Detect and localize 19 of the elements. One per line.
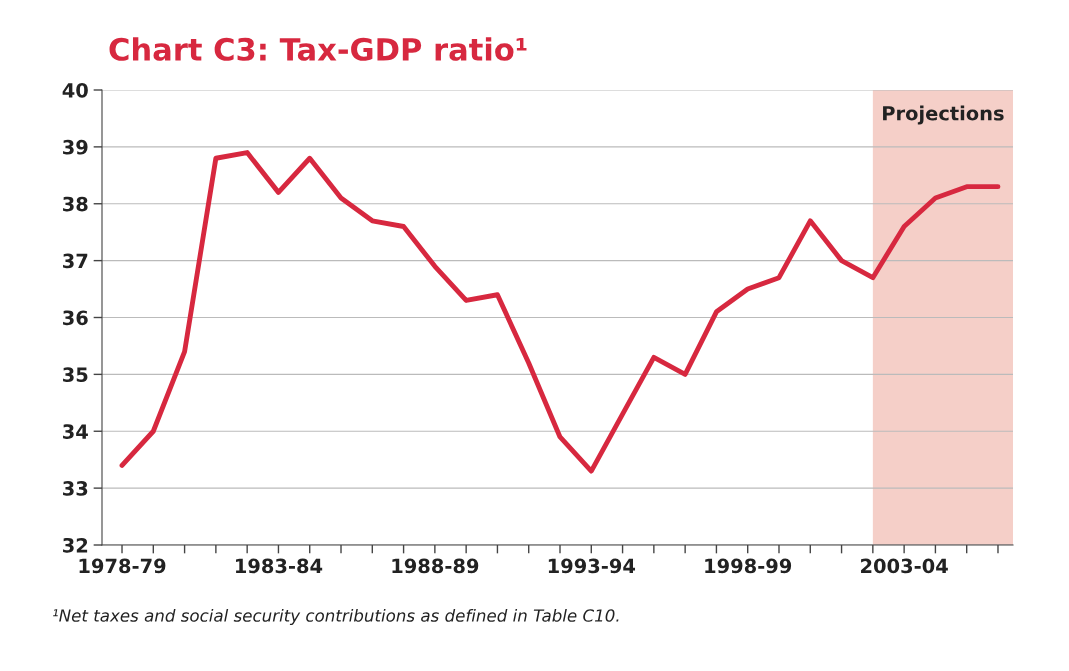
chart-title: Chart C3: Tax-GDP ratio¹ [109, 37, 527, 61]
x-tick-label: 1993-94 [548, 558, 636, 574]
y-tick-label: 38 [63, 196, 88, 212]
y-tick-label: 36 [63, 310, 88, 326]
y-tick-label: 39 [63, 139, 88, 155]
x-tick-label: 1978-79 [79, 558, 166, 574]
y-tick-label: 40 [62, 82, 88, 98]
x-tick-label: 1983-84 [236, 558, 323, 574]
y-tick-label: 35 [63, 367, 88, 383]
y-tick-label: 33 [63, 481, 88, 496]
text: ¹Net taxes and social security contributions as defined in Table C10. [53, 608, 619, 626]
x-tick-label: 1988-89 [392, 558, 479, 574]
annotation: Projections [883, 105, 1004, 125]
x-tick-label: 1998-99 [705, 558, 792, 574]
y-tick-label: 34 [63, 424, 88, 439]
y-tick-label: 32 [63, 537, 88, 553]
x-tick-label: 2003-04 [861, 558, 948, 574]
y-tick-label: 37 [63, 253, 88, 269]
line-series [119, 150, 1001, 474]
